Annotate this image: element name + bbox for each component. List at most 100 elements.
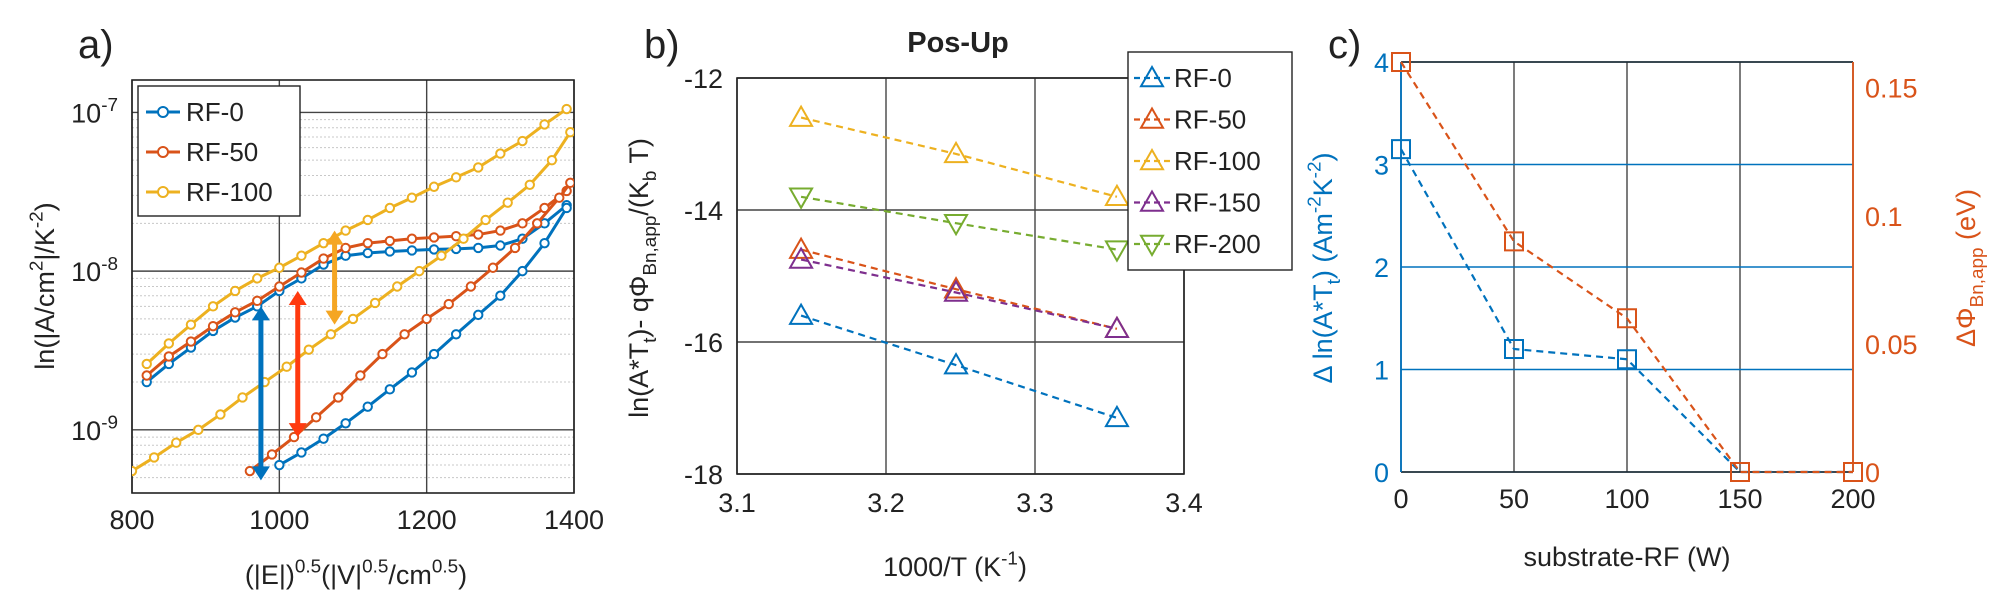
legend-label: RF-200	[1174, 229, 1261, 259]
x-axis-label: (|E|)0.5(|V|0.5/cm0.5)	[245, 557, 467, 590]
data-point	[1504, 339, 1524, 359]
y-axis-label-right-part: Bn,app	[1967, 248, 1988, 308]
data-point	[473, 162, 484, 173]
chart-title: Pos-Up	[907, 27, 1009, 59]
data-point	[539, 237, 550, 249]
data-point	[788, 187, 814, 210]
y-tick-label-right: 0.1	[1865, 202, 1903, 232]
data-point	[943, 140, 969, 164]
data-point	[318, 253, 329, 264]
data-point	[524, 179, 535, 190]
x-tick-label: 50	[1499, 484, 1529, 514]
data-point	[333, 392, 344, 403]
data-point	[274, 459, 285, 471]
data-point	[421, 313, 432, 325]
y-axis-label-left-part: K	[1308, 178, 1338, 196]
y-axis-label-part: T)	[624, 138, 654, 171]
y-axis-label-left-part: -2	[1305, 162, 1326, 179]
data-point	[495, 148, 506, 159]
data-point	[185, 336, 197, 347]
x-tick-label: 1000	[249, 505, 309, 535]
y-tick-label-right: 0	[1865, 458, 1880, 488]
y-tick-label-part: -8	[101, 254, 118, 275]
y-tick-label: 10-9	[71, 412, 118, 445]
data-point	[303, 344, 314, 355]
data-point	[406, 367, 418, 378]
legend-label: RF-100	[186, 177, 273, 207]
legend-label: RF-150	[1174, 188, 1261, 218]
x-axis-label-part: -1	[1001, 549, 1018, 570]
data-point	[546, 154, 558, 166]
data-point	[788, 302, 814, 325]
data-point	[428, 348, 440, 360]
x-tick-label: 1200	[397, 505, 457, 535]
y-tick-label: -18	[684, 460, 723, 490]
legend-label: RF-100	[1174, 146, 1261, 176]
y-axis-label: ln(A*Tt)- qΦBn,app/(Kb T)	[624, 138, 661, 418]
arrow-head	[288, 423, 307, 438]
data-point	[141, 358, 152, 370]
data-point	[480, 214, 491, 226]
data-point	[296, 447, 307, 458]
y-axis-label-part: ln(A*T	[624, 343, 654, 418]
data-point	[340, 225, 351, 236]
data-point	[1617, 349, 1637, 370]
data-point	[310, 412, 322, 423]
y-tick-label-right: 0.15	[1865, 74, 1918, 104]
panel-c: 0 50 100 150 2000123400.050.10.15c)substrate…	[1305, 23, 1988, 572]
y-tick-label: -12	[684, 64, 723, 94]
data-point	[428, 244, 440, 255]
data-point	[487, 262, 499, 273]
y-axis-label-part: 2	[27, 261, 48, 272]
data-point	[539, 119, 550, 130]
arrow-head	[251, 466, 270, 481]
y-tick-label: 10-7	[71, 95, 118, 128]
legend-label: RF-50	[1174, 105, 1246, 135]
data-point	[1104, 240, 1130, 263]
legend-marker	[1139, 64, 1165, 88]
data-point	[384, 202, 396, 214]
data-point	[788, 236, 814, 259]
data-point	[1391, 52, 1411, 72]
data-point	[428, 181, 440, 192]
data-point	[399, 329, 410, 340]
y-axis-label-left-part: )	[1308, 153, 1338, 162]
data-point	[406, 245, 418, 256]
x-tick-label: 3.1	[718, 488, 756, 518]
data-point	[788, 104, 814, 127]
data-point	[362, 237, 373, 249]
data-point	[340, 418, 351, 429]
legend-label: RF-0	[186, 97, 244, 127]
y-axis-label-part: |/K	[30, 228, 60, 261]
y-tick-label: 10-8	[71, 254, 118, 287]
x-tick-label: 3.3	[1016, 488, 1054, 518]
x-tick-label: 3.4	[1165, 488, 1203, 518]
data-point	[465, 281, 477, 292]
data-point	[185, 319, 197, 330]
data-point	[252, 295, 263, 307]
legend-label: RF-50	[186, 137, 258, 167]
data-point	[288, 431, 300, 443]
x-tick-label: 1400	[544, 505, 604, 535]
data-point	[436, 250, 447, 261]
data-point	[1504, 231, 1524, 252]
y-tick-label-left: 3	[1374, 151, 1389, 181]
y-tick-label: -16	[684, 328, 723, 358]
y-axis-label: ln(|A/cm2|/K-2)	[27, 202, 60, 369]
data-point	[244, 465, 256, 477]
x-axis-label-part: /cm	[388, 560, 432, 590]
data-point	[517, 265, 528, 277]
y-tick-label-left: 4	[1374, 48, 1389, 78]
x-axis-label-part: )	[458, 560, 467, 590]
data-point	[171, 437, 182, 448]
data-point	[384, 235, 396, 247]
data-point	[362, 247, 373, 259]
data-point	[565, 177, 574, 189]
panel-label: c)	[1328, 23, 1361, 67]
legend-marker	[157, 146, 169, 158]
x-axis-label-part: 0.5	[362, 557, 388, 578]
series-group	[132, 103, 574, 477]
y-axis-label-left-part: Δ ln(A*T	[1308, 284, 1338, 383]
y-tick-label-part: 10	[71, 98, 101, 128]
